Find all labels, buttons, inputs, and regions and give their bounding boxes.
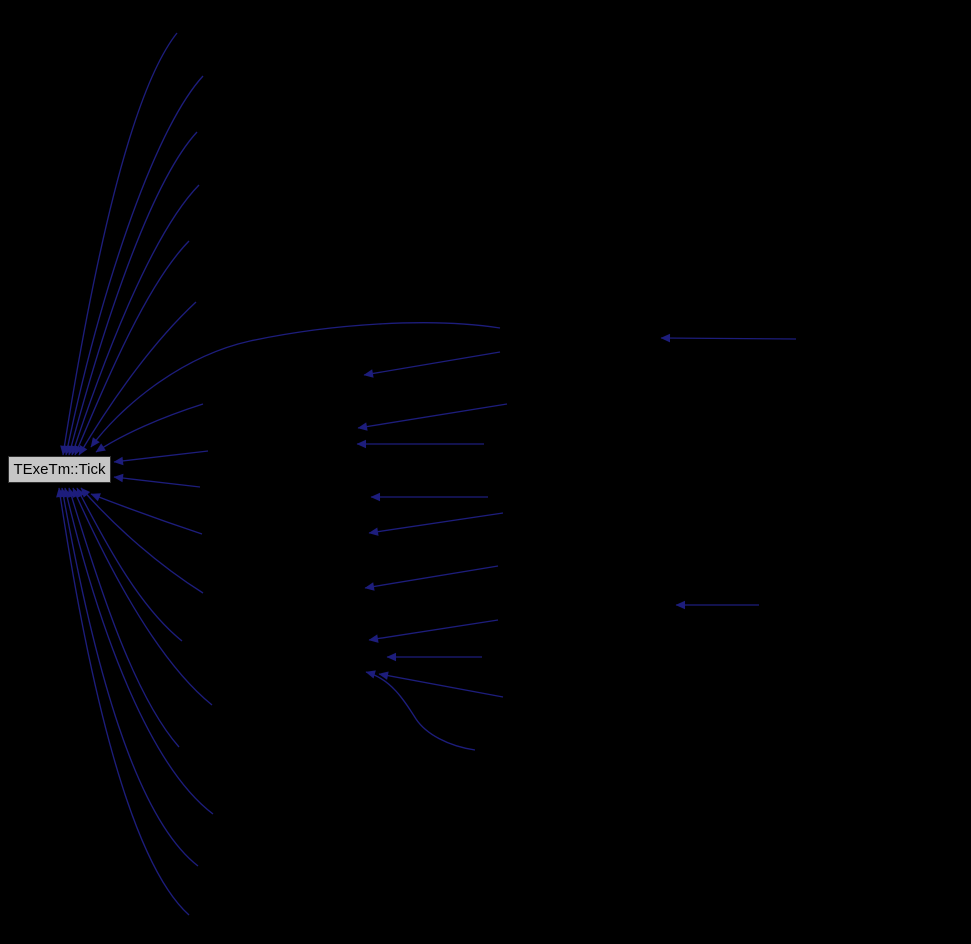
node-texetm-tick: TExeTm::Tick bbox=[8, 456, 111, 483]
edge-caller-bottom-4 bbox=[72, 487, 213, 706]
edge-mid-6 bbox=[364, 565, 499, 591]
edge-mid-2 bbox=[357, 403, 508, 431]
edge-right-lower bbox=[113, 473, 201, 488]
edge-mid-7 bbox=[368, 619, 499, 643]
edge-mid-1 bbox=[363, 351, 501, 378]
edge-caller-bottom-5 bbox=[67, 487, 180, 748]
edge-caller-top-7 bbox=[95, 403, 204, 453]
edge-caller-bottom-8 bbox=[56, 487, 190, 916]
edge-caller-top-5 bbox=[74, 240, 190, 456]
edge-caller-bottom-2 bbox=[80, 487, 204, 594]
edge-caller-top-3 bbox=[67, 131, 198, 456]
edge-mid-5 bbox=[368, 512, 504, 536]
edge-far-top bbox=[660, 333, 797, 343]
edge-caller-top-1 bbox=[60, 32, 178, 456]
edge-mid-scurve bbox=[365, 670, 476, 751]
edge-caller-bottom-6 bbox=[62, 487, 214, 815]
edge-caller-top-6 bbox=[78, 301, 197, 456]
edge-right-upper bbox=[113, 450, 209, 466]
edge-caller-top-2 bbox=[63, 75, 204, 456]
node-texetm-tick-label: TExeTm::Tick bbox=[13, 461, 106, 478]
edge-long-sweep bbox=[90, 322, 501, 448]
edge-caller-bottom-7 bbox=[59, 487, 199, 867]
edge-caller-bottom-3 bbox=[76, 487, 183, 642]
edge-mid-9 bbox=[378, 671, 504, 698]
edge-caller-bottom-1 bbox=[90, 493, 203, 535]
edge-caller-top-4 bbox=[70, 184, 200, 456]
